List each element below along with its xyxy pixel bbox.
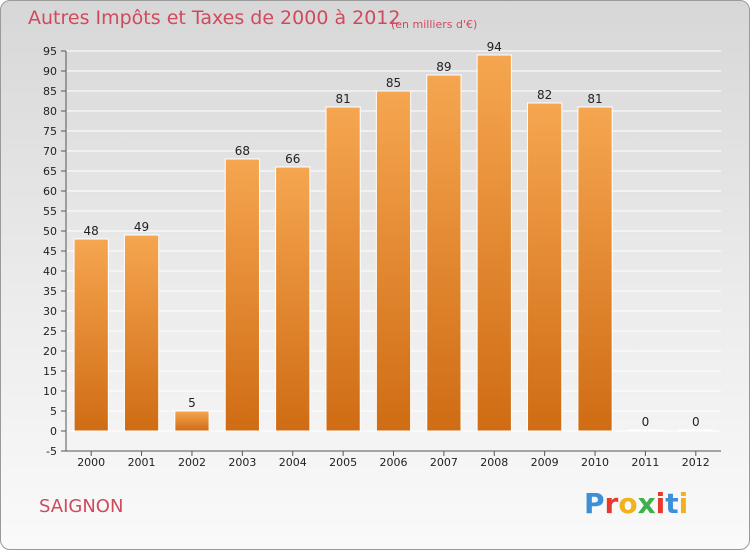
bar-2001 xyxy=(123,234,160,432)
y-tick-label: 45 xyxy=(43,245,57,258)
x-tick-label-2004: 2004 xyxy=(279,456,307,469)
x-tick-label-2007: 2007 xyxy=(430,456,458,469)
y-tick-label: 20 xyxy=(43,345,57,358)
data-label-2008: 94 xyxy=(487,40,502,54)
y-tick-label: 85 xyxy=(43,85,57,98)
data-labels: 48 49 5 68 66 81 85 89 94 82 81 0 0 xyxy=(84,40,700,429)
data-label-2001: 49 xyxy=(134,220,149,234)
data-label-2000: 48 xyxy=(84,224,99,238)
x-tick-label-2005: 2005 xyxy=(329,456,357,469)
x-tick-label-2012: 2012 xyxy=(682,456,710,469)
axes: -505101520253035404550556065707580859095… xyxy=(43,45,721,469)
x-tick-label-2008: 2008 xyxy=(480,456,508,469)
data-label-2011: 0 xyxy=(642,415,650,429)
bar-2012 xyxy=(678,429,714,432)
logo-letter: P xyxy=(584,487,605,520)
y-tick-label: 10 xyxy=(43,385,57,398)
bar-2005 xyxy=(325,106,361,432)
logo-letter: t xyxy=(665,487,679,520)
data-label-2004: 66 xyxy=(285,152,300,166)
bar-2000 xyxy=(73,238,109,432)
logo-letter: r xyxy=(604,487,619,520)
x-tick-label-2011: 2011 xyxy=(631,456,659,469)
logo-letter: i xyxy=(655,487,666,520)
data-label-2009: 82 xyxy=(537,88,552,102)
commune-name: SAIGNON xyxy=(39,496,124,517)
bar-2009 xyxy=(527,102,563,432)
chart-subtitle: (en milliers d'€) xyxy=(391,18,478,31)
x-tick-label-2009: 2009 xyxy=(531,456,559,469)
x-tick-label-2001: 2001 xyxy=(128,456,156,469)
y-tick-label: 30 xyxy=(43,305,57,318)
x-tick-label-2003: 2003 xyxy=(228,456,256,469)
x-tick-label-2000: 2000 xyxy=(77,456,105,469)
y-tick-label: 35 xyxy=(43,285,57,298)
y-tick-label: -5 xyxy=(46,445,57,458)
y-tick-label: 40 xyxy=(43,265,57,278)
y-tick-label: 0 xyxy=(50,425,57,438)
y-tick-label: 90 xyxy=(43,65,57,78)
y-tick-label: 15 xyxy=(43,365,57,378)
x-tick-label-2006: 2006 xyxy=(380,456,408,469)
data-label-2003: 68 xyxy=(235,144,250,158)
bar-2007 xyxy=(426,74,462,432)
y-tick-label: 60 xyxy=(43,185,57,198)
bar-2006 xyxy=(375,90,412,432)
logo-letter: i xyxy=(678,487,689,520)
bar-2011 xyxy=(627,429,664,432)
bars xyxy=(73,54,714,432)
data-label-2012: 0 xyxy=(692,415,700,429)
data-label-2005: 81 xyxy=(335,92,350,106)
y-tick-label: 95 xyxy=(43,45,57,58)
bar-2002 xyxy=(174,410,210,432)
bar-2010 xyxy=(577,106,613,432)
data-label-2006: 85 xyxy=(386,76,401,90)
y-tick-label: 5 xyxy=(50,405,57,418)
x-tick-label-2002: 2002 xyxy=(178,456,206,469)
y-tick-label: 75 xyxy=(43,125,57,138)
y-tick-label: 50 xyxy=(43,225,57,238)
data-label-2010: 81 xyxy=(587,92,602,106)
y-tick-label: 80 xyxy=(43,105,57,118)
bar-2003 xyxy=(224,158,260,432)
data-label-2002: 5 xyxy=(188,396,196,410)
logo-letter: x xyxy=(637,487,656,520)
proxiti-logo: Proxiti xyxy=(584,487,688,520)
chart-title: Autres Impôts et Taxes de 2000 à 2012 xyxy=(28,7,401,29)
bar-2004 xyxy=(275,166,311,432)
bar-2008 xyxy=(476,54,512,432)
data-label-2007: 89 xyxy=(436,60,451,74)
x-tick-label-2010: 2010 xyxy=(581,456,609,469)
y-tick-label: 70 xyxy=(43,145,57,158)
logo-letter: o xyxy=(618,487,638,520)
y-tick-label: 65 xyxy=(43,165,57,178)
y-tick-label: 25 xyxy=(43,325,57,338)
y-tick-label: 55 xyxy=(43,205,57,218)
